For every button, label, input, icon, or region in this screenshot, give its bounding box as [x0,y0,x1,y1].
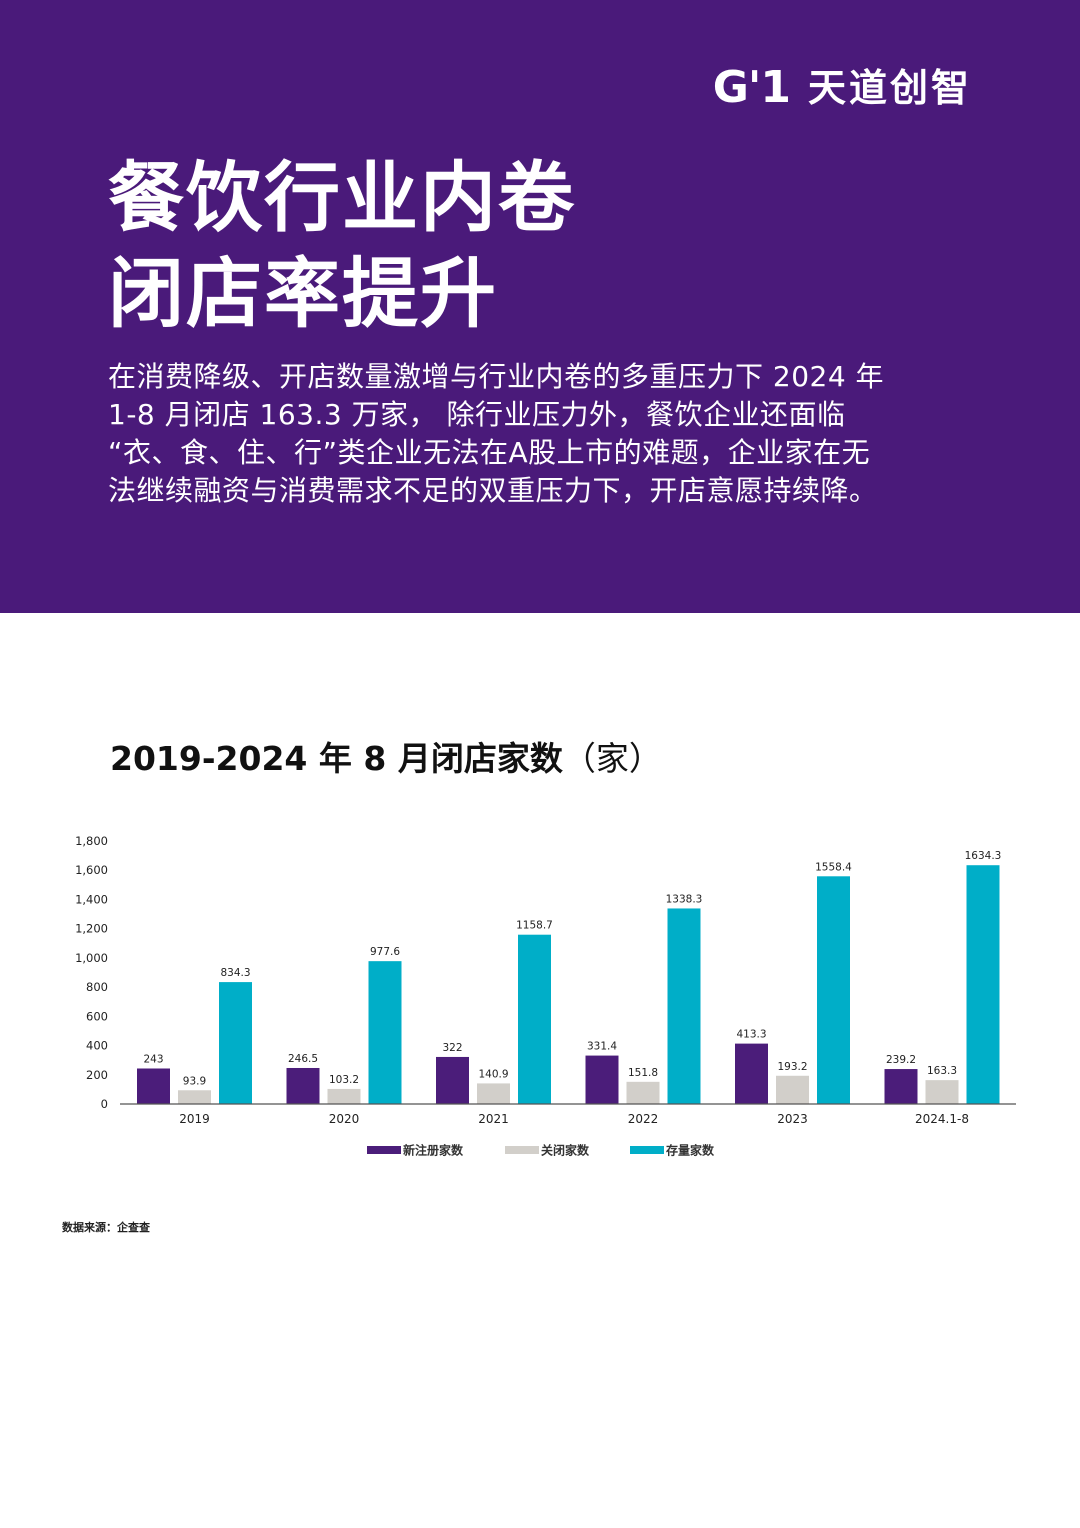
y-tick-label: 1,400 [75,892,108,906]
bar [966,865,1000,1104]
legend-label: 新注册家数 [403,1143,464,1158]
data-label: 243 [143,1053,163,1065]
data-label: 1558.4 [815,861,852,873]
y-tick-label: 200 [86,1068,108,1082]
bar [884,1069,918,1104]
bar [925,1080,959,1104]
data-label: 1634.3 [965,850,1002,862]
y-tick-label: 0 [101,1097,108,1111]
bar [286,1067,320,1104]
x-tick-label: 2023 [777,1112,808,1126]
bar [219,982,252,1104]
bar [776,1075,809,1104]
hero-description: 在消费降级、开店数量激增与行业内卷的多重压力下 2024 年 1-8 月闭店 1… [108,358,988,510]
bar [368,961,402,1104]
data-label: 163.3 [927,1065,957,1077]
title-line: 闭店率提升 [108,249,498,338]
y-tick-label: 400 [86,1039,108,1053]
bar [585,1055,619,1104]
bar [137,1068,170,1104]
x-tick-label: 2020 [329,1112,360,1126]
x-tick-label: 2019 [179,1112,210,1126]
chart-title: 2019-2024 年 8 月闭店家数（家） [110,732,662,780]
bar [735,1043,768,1104]
data-label: 246.5 [288,1053,318,1065]
data-label: 1158.7 [516,920,553,932]
y-tick-label: 1,800 [75,834,108,848]
description-line: 在消费降级、开店数量激增与行业内卷的多重压力下 2024 年 [108,360,885,393]
y-tick-label: 600 [86,1009,108,1023]
data-label: 151.8 [628,1067,658,1079]
legend-swatch [630,1146,664,1154]
bar [178,1090,211,1104]
data-label: 193.2 [777,1061,807,1073]
hero-banner: G'1 天道创智 餐饮行业内卷 闭店率提升 在消费降级、开店数量激增与行业内卷的… [0,0,1080,613]
legend-label: 存量家数 [665,1143,715,1158]
y-tick-label: 1,000 [75,951,108,965]
legend-swatch [505,1146,539,1154]
page-title: 餐饮行业内卷 闭店率提升 [108,150,968,342]
legend-swatch [367,1146,401,1154]
data-label: 239.2 [886,1054,916,1066]
bar [436,1056,469,1104]
bar [626,1081,660,1104]
data-source: 数据来源：企查查 [62,1221,150,1234]
data-label: 1338.3 [666,893,703,905]
bar [477,1083,510,1104]
title-line: 餐饮行业内卷 [108,153,576,242]
data-label: 140.9 [478,1068,508,1080]
data-label: 103.2 [329,1074,359,1086]
x-tick-label: 2021 [478,1112,509,1126]
chart-title-unit: （家） [562,739,662,778]
description-line: 法继续融资与消费需求不足的双重压力下，开店意愿持续降。 [108,474,878,507]
bar [327,1088,361,1104]
x-tick-label: 2022 [628,1112,659,1126]
y-tick-label: 1,600 [75,863,108,877]
data-label: 322 [442,1042,462,1054]
data-label: 834.3 [220,967,250,979]
data-label: 93.9 [183,1075,206,1087]
data-label: 331.4 [587,1041,617,1053]
description-line: “衣、食、住、行”类企业无法在A股上市的难题，企业家在无 [108,436,871,469]
bar-chart: 0 200 400 600 800 1,000 1,200 1,400 1,600 1,800 24… [75,834,1016,1158]
data-label: 977.6 [370,946,400,958]
x-tick-label: 2024.1-8 [915,1112,969,1126]
description-line: 1-8 月闭店 163.3 万家， 除行业压力外，餐饮企业还面临 [108,398,846,431]
bar [667,908,701,1104]
chart-title-main: 2019-2024 年 8 月闭店家数 [110,739,563,778]
bar [817,876,850,1104]
legend-label: 关闭家数 [541,1143,590,1158]
y-tick-label: 800 [86,980,108,994]
bar [518,934,551,1104]
y-tick-label: 1,200 [75,922,108,936]
data-label: 413.3 [736,1029,766,1041]
brand-mark: G'1 [712,62,791,113]
brand-logo: G'1 天道创智 [713,66,972,110]
brand-name: 天道创智 [807,66,972,110]
